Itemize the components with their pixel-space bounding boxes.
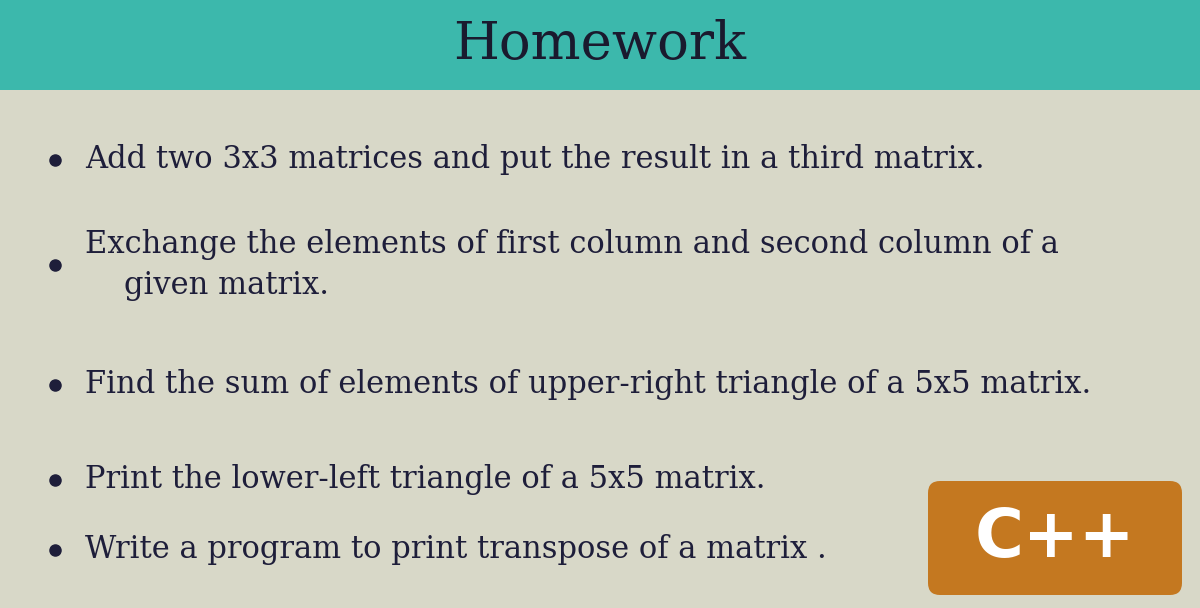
Text: Add two 3x3 matrices and put the result in a third matrix.: Add two 3x3 matrices and put the result … — [85, 145, 985, 176]
Text: Homework: Homework — [454, 19, 746, 71]
FancyBboxPatch shape — [928, 481, 1182, 595]
Text: Find the sum of elements of upper-right triangle of a 5x5 matrix.: Find the sum of elements of upper-right … — [85, 370, 1091, 401]
Text: Write a program to print transpose of a matrix .: Write a program to print transpose of a … — [85, 534, 827, 565]
Text: C++: C++ — [974, 505, 1135, 571]
Bar — [0, 0, 1200, 90]
Text: Print the lower-left triangle of a 5x5 matrix.: Print the lower-left triangle of a 5x5 m… — [85, 465, 766, 496]
Text: Exchange the elements of first column and second column of a
    given matrix.: Exchange the elements of first column an… — [85, 229, 1058, 301]
